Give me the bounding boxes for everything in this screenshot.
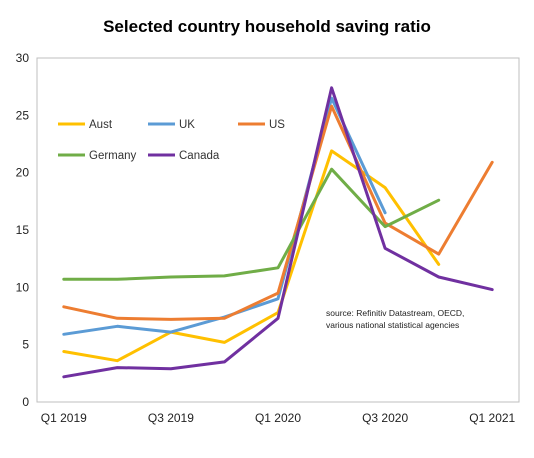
y-tick-label: 10 (16, 280, 30, 294)
source-note: source: Refinitiv Datastream, OECD, vario… (326, 308, 464, 330)
y-tick-label: 20 (16, 166, 30, 180)
legend-label-us: US (269, 119, 285, 131)
y-tick-label: 15 (16, 223, 30, 237)
series-line-aust (62, 149, 441, 363)
plot-area-border (36, 57, 520, 403)
series-line-uk (62, 96, 387, 336)
legend-label-aust: Aust (89, 119, 113, 131)
x-tick-label: Q1 2021 (469, 411, 515, 425)
y-tick-label: 0 (22, 395, 29, 409)
series-lines (62, 86, 494, 379)
y-axis-ticks: 0 5 10 15 20 25 30 (16, 51, 30, 409)
series-line-canada (62, 86, 494, 379)
legend-label-uk: UK (179, 119, 195, 131)
x-tick-label: Q3 2019 (148, 411, 194, 425)
y-tick-label: 5 (22, 338, 29, 352)
x-axis-ticks: Q1 2019 Q3 2019 Q1 2020 Q3 2020 Q1 2021 (41, 411, 516, 425)
source-annotation: source: Refinitiv Datastream, OECD, vario… (326, 308, 464, 330)
legend: Aust UK US Germany Canada (58, 119, 285, 162)
chart-title: Selected country household saving ratio (103, 17, 431, 36)
series-line-us (62, 104, 494, 321)
y-tick-label: 30 (16, 51, 30, 65)
plot-frame (36, 57, 520, 403)
x-tick-label: Q1 2020 (255, 411, 301, 425)
x-tick-label: Q1 2019 (41, 411, 87, 425)
legend-label-germany: Germany (89, 150, 137, 162)
y-tick-label: 25 (16, 108, 30, 122)
legend-label-canada: Canada (179, 150, 220, 162)
x-tick-label: Q3 2020 (362, 411, 408, 425)
